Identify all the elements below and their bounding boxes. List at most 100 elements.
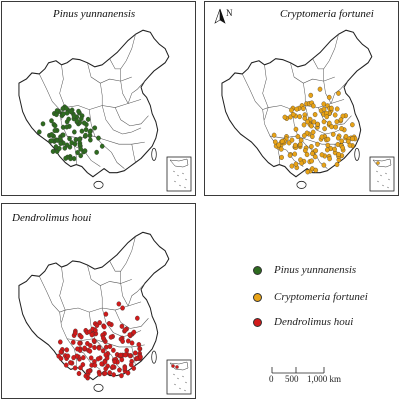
occurrence-point: [83, 127, 89, 133]
occurrence-point: [72, 129, 77, 135]
occurrence-point: [78, 365, 83, 371]
occurrence-point: [63, 362, 69, 368]
occurrence-point: [67, 136, 72, 142]
hainan-island: [296, 180, 307, 189]
occurrence-point: [81, 120, 87, 126]
occurrence-point: [77, 340, 82, 346]
occurrence-point: [73, 330, 78, 336]
scale-bar: 0 500 1,000 km: [268, 363, 392, 387]
province-boundary: [120, 283, 129, 307]
inset-dash: [381, 184, 385, 187]
occurrence-point: [325, 147, 330, 153]
occurrence-point: [49, 132, 55, 138]
occurrence-point: [88, 343, 93, 349]
occurrence-point: [58, 339, 63, 345]
north-arrow-icon: N: [214, 8, 233, 24]
inset-coast: [372, 158, 392, 168]
occurrence-point: [317, 86, 323, 92]
inset-dash: [181, 172, 185, 175]
occurrence-point: [60, 132, 66, 138]
occurrence-point: [131, 329, 137, 335]
province-boundary: [114, 309, 149, 329]
occurrence-point: [53, 144, 59, 150]
occurrence-point: [315, 141, 320, 147]
occurrence-point: [131, 365, 137, 371]
province-boundary: [120, 34, 136, 82]
occurrence-point: [70, 339, 76, 345]
occurrence-point: [92, 125, 98, 131]
south-china-sea-inset: [166, 359, 192, 395]
china-map-group: [18, 231, 170, 392]
north-arrow-half-dark: [219, 8, 226, 24]
occurrence-point: [293, 142, 298, 148]
occurrence-point: [58, 136, 63, 142]
occurrence-point: [122, 365, 128, 371]
occurrence-point: [271, 132, 277, 138]
occurrence-point: [82, 148, 88, 154]
occurrence-point: [67, 144, 73, 150]
map-svg-cryptomeria: N: [214, 8, 395, 192]
occurrence-point: [49, 138, 54, 144]
occurrence-point: [319, 152, 325, 158]
occurrence-point: [107, 370, 112, 376]
occurrence-point: [87, 129, 93, 135]
occurrence-point: [125, 370, 131, 376]
occurrence-point: [310, 151, 315, 157]
occurrence-point: [175, 365, 179, 369]
occurrence-point: [273, 139, 278, 145]
occurrence-point: [311, 103, 316, 109]
occurrence-point: [303, 147, 308, 154]
occurrence-point: [350, 136, 355, 142]
province-boundary: [304, 105, 345, 135]
province-boundary: [262, 64, 269, 120]
occurrence-point: [311, 119, 317, 125]
north-arrow-half-light: [214, 8, 221, 24]
inset-dash: [379, 174, 383, 177]
occurrence-point: [92, 344, 97, 351]
occurrence-point: [287, 152, 293, 158]
occurrence-point: [322, 126, 327, 132]
occurrence-point: [309, 123, 314, 129]
occurrence-point: [293, 126, 299, 132]
province-boundary: [131, 346, 136, 366]
occurrence-point: [137, 346, 142, 352]
occurrence-point: [297, 114, 302, 120]
occurrence-point: [116, 301, 122, 307]
occurrence-point: [294, 106, 300, 112]
occurrence-point: [336, 135, 341, 141]
occurrence-point: [315, 121, 320, 127]
occurrence-point: [61, 111, 66, 117]
legend-item-cryptomeria: Cryptomeria fortunei: [253, 290, 368, 304]
occurrence-point: [96, 135, 101, 141]
occurrence-point: [111, 372, 116, 378]
occurrence-point: [329, 105, 334, 111]
occurrence-point: [89, 332, 95, 338]
occurrence-point: [93, 327, 98, 333]
panel-title-pinus: Pinus yunnanensis: [53, 8, 136, 20]
occurrence-point: [85, 116, 91, 122]
inset-dash: [183, 389, 187, 392]
occurrence-point: [340, 145, 345, 151]
province-boundary: [277, 146, 280, 165]
occurrence-point: [125, 338, 131, 344]
occurrence-point: [289, 137, 295, 143]
occurrence-point: [276, 142, 282, 148]
occurrence-point: [321, 119, 327, 125]
occurrence-point: [312, 154, 318, 160]
panel-title-dendrolimus: Dendrolimus houi: [12, 212, 92, 224]
occurrence-point: [112, 359, 117, 365]
occurrence-point: [301, 133, 307, 139]
province-boundary: [242, 73, 269, 110]
occurrence-point: [319, 134, 325, 140]
occurrence-point: [87, 348, 93, 354]
inset-dash: [183, 186, 187, 189]
occurrence-point: [127, 332, 133, 338]
occurrence-point: [76, 108, 81, 114]
occurrence-point: [77, 136, 82, 143]
occurrence-point: [78, 146, 83, 152]
legend-item-pinus: Pinus yunnanensis: [253, 263, 356, 277]
occurrence-point: [68, 109, 74, 115]
occurrence-point: [103, 311, 109, 317]
occurrence-point: [96, 345, 102, 351]
occurrence-point: [119, 373, 124, 379]
